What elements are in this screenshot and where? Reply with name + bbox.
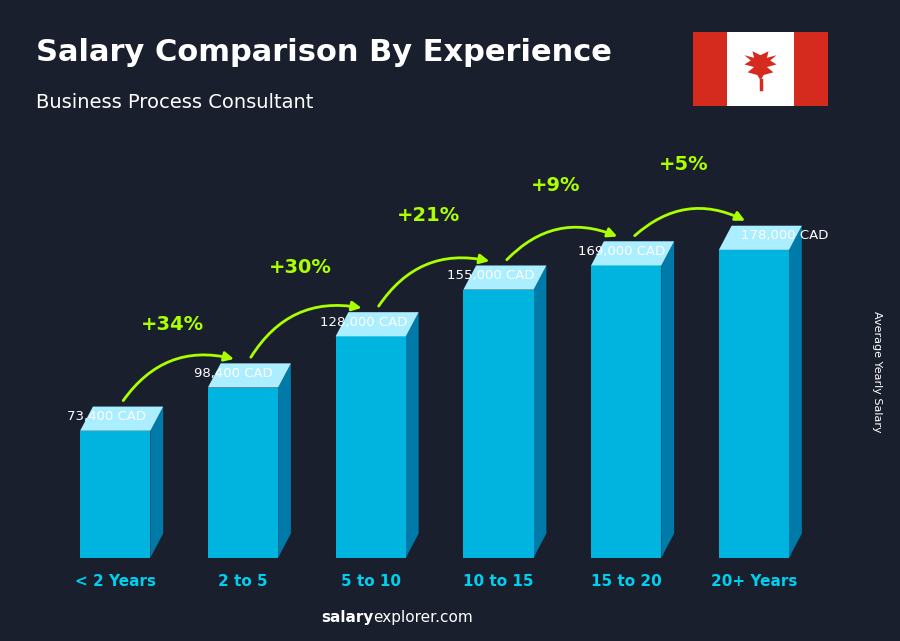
Polygon shape <box>591 241 674 265</box>
Polygon shape <box>534 265 546 558</box>
Text: 128,000 CAD: 128,000 CAD <box>320 316 407 329</box>
Bar <box>794 32 828 106</box>
Polygon shape <box>208 363 291 388</box>
Text: 178,000 CAD: 178,000 CAD <box>742 229 829 242</box>
Text: 98,400 CAD: 98,400 CAD <box>194 367 274 380</box>
Polygon shape <box>278 363 291 558</box>
Text: 169,000 CAD: 169,000 CAD <box>578 245 665 258</box>
Bar <box>208 388 278 558</box>
Text: Business Process Consultant: Business Process Consultant <box>36 93 313 112</box>
Text: +30%: +30% <box>269 258 332 277</box>
Text: +34%: +34% <box>141 315 204 333</box>
Text: 155,000 CAD: 155,000 CAD <box>447 269 535 282</box>
Bar <box>80 431 150 558</box>
Text: +5%: +5% <box>659 154 708 174</box>
Bar <box>464 290 534 558</box>
Text: explorer.com: explorer.com <box>374 610 473 625</box>
Text: salary: salary <box>321 610 374 625</box>
Polygon shape <box>406 312 419 558</box>
Polygon shape <box>744 51 777 80</box>
Polygon shape <box>719 226 802 250</box>
Bar <box>336 337 406 558</box>
Text: Salary Comparison By Experience: Salary Comparison By Experience <box>36 38 612 67</box>
Polygon shape <box>80 406 163 431</box>
Bar <box>719 250 789 558</box>
Bar <box>693 32 727 106</box>
Polygon shape <box>150 406 163 558</box>
Polygon shape <box>662 241 674 558</box>
Text: 73,400 CAD: 73,400 CAD <box>67 410 146 423</box>
Polygon shape <box>464 265 546 290</box>
Text: +21%: +21% <box>397 206 460 224</box>
Text: Average Yearly Salary: Average Yearly Salary <box>872 311 883 433</box>
Bar <box>591 265 662 558</box>
Polygon shape <box>336 312 418 337</box>
Text: +9%: +9% <box>531 176 580 195</box>
Polygon shape <box>789 226 802 558</box>
